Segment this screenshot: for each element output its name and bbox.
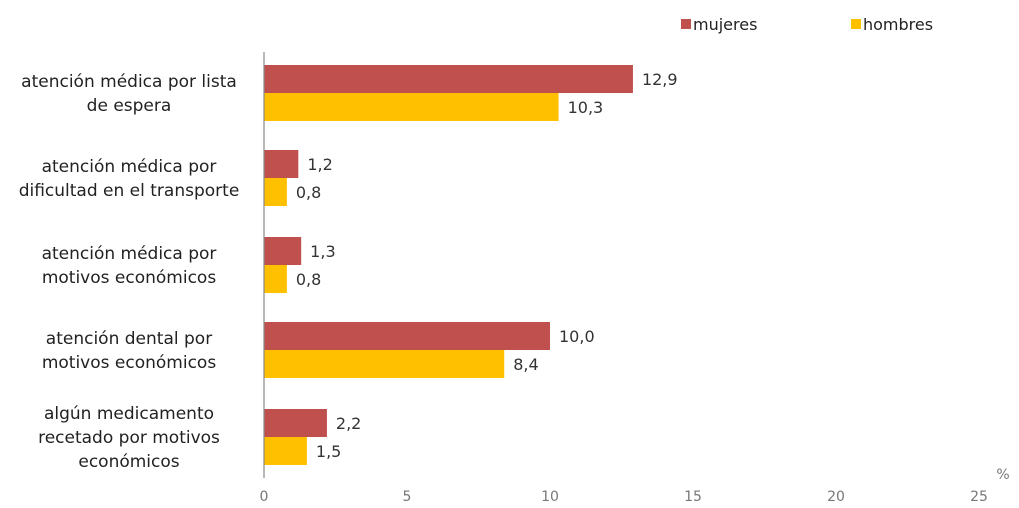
category-label-0: atención médica por lista de espera [21, 72, 237, 116]
bar-hombres-0 [264, 93, 559, 121]
bar-hombres-3 [264, 350, 505, 378]
bar-mujeres-4 [264, 409, 327, 437]
value-label-mujeres-3: 10,0 [559, 327, 595, 346]
value-label-hombres-0: 10,3 [568, 98, 604, 117]
category-labels: atención médica por lista de espera atenci… [19, 72, 240, 472]
category-label-3: atención dental por motivos económicos [42, 329, 216, 373]
legend-swatch-mujeres [681, 19, 691, 29]
value-labels: 12,9 10,3 1,2 0,8 1,3 0,8 10,0 8,4 2,2 1,5 [296, 70, 678, 461]
legend-swatch-hombres [851, 19, 861, 29]
value-label-mujeres-4: 2,2 [336, 414, 361, 433]
category-label-1: atención médica por dificultad en el tran… [19, 157, 240, 201]
bar-mujeres-0 [264, 65, 633, 93]
value-label-hombres-4: 1,5 [316, 442, 341, 461]
x-tick-label-1: 5 [403, 489, 412, 505]
value-label-hombres-2: 0,8 [296, 270, 321, 289]
legend: mujeres hombres [681, 15, 933, 34]
bar-hombres-4 [264, 437, 307, 465]
bar-hombres-2 [264, 265, 287, 293]
category-label-4: algún medicamento recetado por motivos eco… [38, 404, 220, 472]
value-label-hombres-1: 0,8 [296, 183, 321, 202]
x-tick-label-0: 0 [260, 489, 269, 505]
x-unit-label: % [996, 467, 1009, 483]
value-label-mujeres-2: 1,3 [310, 242, 335, 261]
value-label-mujeres-1: 1,2 [307, 155, 332, 174]
value-label-hombres-3: 8,4 [513, 355, 538, 374]
x-tick-label-2: 10 [541, 489, 559, 505]
x-tick-label-4: 20 [827, 489, 845, 505]
bar-mujeres-3 [264, 322, 550, 350]
value-label-mujeres-0: 12,9 [642, 70, 678, 89]
bars [264, 65, 633, 465]
legend-label-hombres: hombres [863, 15, 933, 34]
legend-label-mujeres: mujeres [693, 15, 757, 34]
bar-hombres-1 [264, 178, 287, 206]
bar-mujeres-2 [264, 237, 302, 265]
x-tick-label-3: 15 [684, 489, 702, 505]
category-label-2: atención médica por motivos económicos [42, 244, 217, 288]
bar-mujeres-1 [264, 150, 299, 178]
x-tick-label-5: 25 [970, 489, 988, 505]
axes: 0 5 10 15 20 25% [260, 52, 1010, 505]
